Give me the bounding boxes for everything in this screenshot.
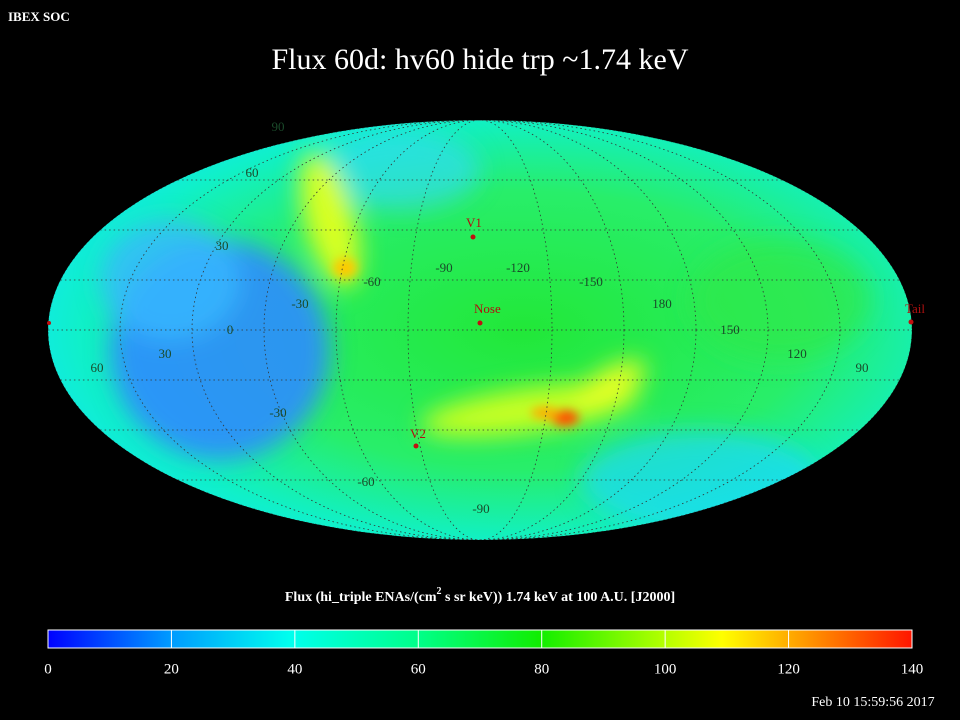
grid-label: -90 [435, 260, 452, 275]
timestamp: Feb 10 15:59:56 2017 [811, 695, 934, 710]
colorbar-tick-label: 20 [164, 661, 179, 677]
grid-label: 0 [227, 322, 234, 337]
sky-map [48, 120, 912, 540]
grid-label: 60 [246, 165, 259, 180]
label-sup: 2 [437, 586, 442, 597]
grid-label: 180 [652, 296, 672, 311]
colorbar-tick-label: 0 [44, 661, 52, 677]
grid-label: 90 [856, 360, 869, 375]
grid-label: 150 [720, 322, 740, 337]
colorbar [47, 629, 913, 649]
marker-label: V1 [466, 215, 482, 230]
label-part: Flux (hi_triple ENAs/(cm [285, 590, 437, 605]
marker-label: Nose [474, 301, 501, 316]
marker-dot [908, 319, 914, 325]
source: IBEX SOC [8, 9, 70, 24]
marker-dot [413, 443, 419, 449]
grid-label: -60 [357, 474, 374, 489]
grid-label: -30 [291, 296, 308, 311]
grid-label: -120 [506, 260, 530, 275]
grid-label: 30 [216, 238, 229, 253]
grid-label: 120 [787, 346, 807, 361]
label-part: s sr keV)) 1.74 keV at 100 A.U. [J2000] [442, 590, 676, 605]
colorbar-tick-label: 80 [534, 661, 549, 677]
grid-label: 30 [159, 346, 172, 361]
colorbar-tick-label: 140 [901, 661, 924, 677]
title: Flux 60d: hv60 hide trp ~1.74 keV [271, 43, 688, 76]
marker-dot [47, 321, 51, 325]
grid-label: -150 [579, 274, 603, 289]
colorbar-tick-label: 60 [411, 661, 426, 677]
colorbar-tick-label: 100 [654, 661, 677, 677]
marker-dot [470, 234, 476, 240]
grid-label: -90 [472, 501, 489, 516]
grid-label: 90 [272, 119, 285, 134]
grid-label: 60 [91, 360, 104, 375]
grid-label: -60 [363, 274, 380, 289]
marker-dot [477, 320, 483, 326]
colorbar-tick-label: 40 [287, 661, 302, 677]
colorbar-label: Flux (hi_triple ENAs/(cm2 s sr keV)) 1.7… [285, 586, 675, 605]
marker-label: V2 [410, 426, 426, 441]
grid-label: -30 [269, 405, 286, 420]
marker-label: Tail [905, 301, 925, 316]
colorbar-tick-label: 120 [777, 661, 800, 677]
